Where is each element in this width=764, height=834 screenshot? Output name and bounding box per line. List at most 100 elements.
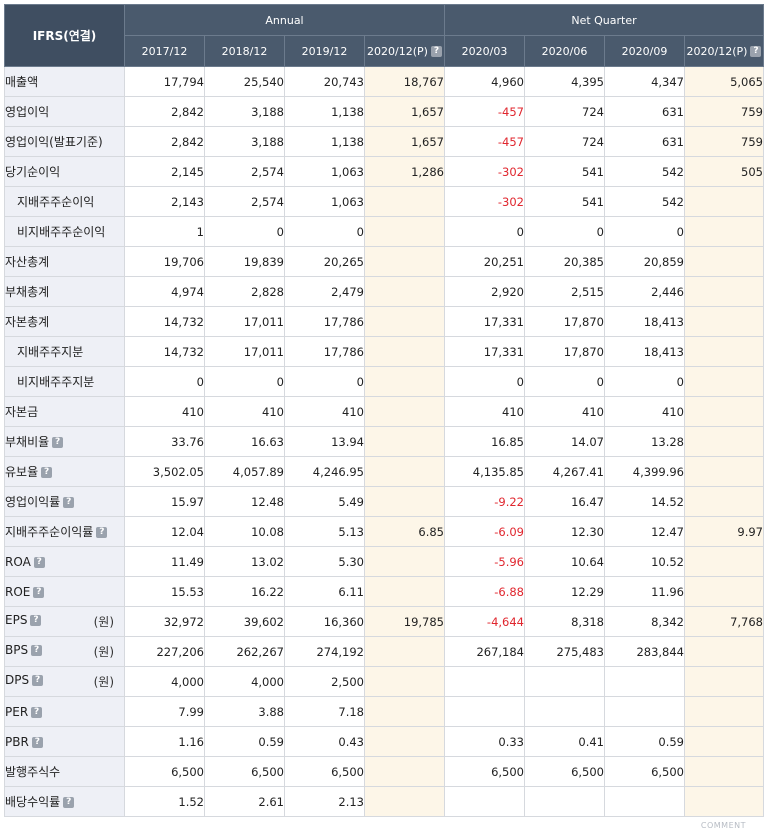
help-icon[interactable]: ? (33, 586, 45, 598)
row-label: 영업이익(발표기준) (5, 135, 103, 149)
value-cell: 39,602 (204, 606, 285, 637)
value-cell (684, 726, 764, 757)
value-cell (684, 336, 764, 367)
row-label-cell: 비지배주주순이익 (4, 216, 125, 247)
unit-label: (원) (93, 675, 114, 689)
value-cell: 10.08 (204, 516, 285, 547)
value-cell: 4,000 (204, 666, 285, 697)
row-label: DPS (5, 673, 30, 687)
row-label-cell: 지배주주순이익률? (4, 516, 125, 547)
value-cell (364, 546, 445, 577)
value-cell: 17,786 (284, 336, 365, 367)
value-cell: 18,413 (604, 306, 685, 337)
value-cell (364, 726, 445, 757)
row-label-cell: EPS? (원) (4, 606, 125, 637)
value-cell: 16.22 (204, 576, 285, 607)
row-label: 자산총계 (5, 255, 50, 269)
value-cell: 19,706 (124, 246, 205, 277)
row-label-cell: 유보율? (4, 456, 125, 487)
help-icon[interactable]: ? (52, 437, 64, 448)
row-label-cell: 자본총계 (4, 306, 125, 337)
value-cell (364, 786, 445, 817)
row-label: 지배주주순이익 (17, 195, 95, 209)
value-cell: 8,318 (524, 606, 605, 637)
value-cell: 541 (524, 156, 605, 187)
value-cell (364, 426, 445, 457)
table-row: 배당수익률? 1.52 2.61 2.13 (4, 786, 764, 817)
value-cell: 4,057.89 (204, 456, 285, 487)
value-cell: 25,540 (204, 66, 285, 97)
row-label: ROE (5, 584, 31, 599)
value-cell: 6.11 (284, 576, 365, 607)
period-header: 2017/12 (124, 35, 205, 67)
value-cell (364, 696, 445, 727)
value-cell: 542 (604, 186, 685, 217)
table-row: 영업이익률? 15.97 12.48 5.49 -9.22 16.47 14.52 (4, 486, 764, 517)
value-cell: 13.94 (284, 426, 365, 457)
help-icon[interactable]: ? (31, 736, 43, 748)
value-cell: 410 (444, 396, 525, 427)
help-icon[interactable]: ? (30, 615, 42, 626)
value-cell: 6,500 (204, 756, 285, 787)
row-label-cell: PER? (4, 696, 125, 727)
value-cell: 8,342 (604, 606, 685, 637)
value-cell: 0 (204, 216, 285, 247)
help-icon[interactable]: ? (32, 675, 44, 686)
value-cell (364, 336, 445, 367)
period-header: 2020/06 (524, 35, 605, 67)
value-cell: 7.18 (284, 696, 365, 727)
value-cell: 2,515 (524, 276, 605, 307)
table-row: EPS? (원) 32,972 39,602 16,360 19,785 -4,644 8,3… (4, 606, 764, 637)
value-cell: 2.61 (204, 786, 285, 817)
row-label-cell: 영업이익률? (4, 486, 125, 517)
value-cell (684, 456, 764, 487)
value-cell: 13.28 (604, 426, 685, 457)
value-cell (684, 396, 764, 427)
help-icon[interactable]: ? (63, 497, 75, 508)
value-cell: 2,500 (284, 666, 365, 697)
value-cell (364, 366, 445, 397)
help-icon[interactable]: ? (430, 46, 442, 57)
table-row: DPS? (원) 4,000 4,000 2,500 (4, 666, 764, 697)
value-cell: 0.59 (604, 726, 685, 757)
row-label: PBR (5, 734, 29, 749)
row-label-cell: 비지배주주지분 (4, 366, 125, 397)
value-cell: 20,265 (284, 246, 365, 277)
value-cell: -4,644 (444, 606, 525, 637)
row-label-cell: 부채비율? (4, 426, 125, 457)
value-cell: 17,870 (524, 306, 605, 337)
value-cell (684, 366, 764, 397)
comment-link[interactable]: COMMENT (700, 821, 746, 830)
value-cell (684, 666, 764, 697)
value-cell (684, 426, 764, 457)
value-cell (684, 486, 764, 517)
help-icon[interactable]: ? (750, 46, 762, 57)
value-cell: 542 (604, 156, 685, 187)
value-cell: 0 (124, 366, 205, 397)
value-cell: 724 (524, 96, 605, 127)
value-cell: 1,138 (284, 96, 365, 127)
help-icon[interactable]: ? (96, 527, 108, 538)
value-cell: 18,413 (604, 336, 685, 367)
value-cell: 3.88 (204, 696, 285, 727)
row-label: PER (5, 704, 29, 719)
row-label: 유보율 (5, 465, 39, 479)
row-label-cell: DPS? (원) (4, 666, 125, 697)
help-icon[interactable]: ? (31, 645, 43, 656)
value-cell: 2,842 (124, 96, 205, 127)
value-cell (524, 786, 605, 817)
help-icon[interactable]: ? (63, 797, 75, 808)
value-cell: 17,331 (444, 306, 525, 337)
help-icon[interactable]: ? (31, 706, 43, 718)
row-label: 배당수익률 (5, 795, 61, 809)
value-cell: 11.49 (124, 546, 205, 577)
row-label: 비지배주주순이익 (17, 225, 106, 239)
value-cell: -302 (444, 156, 525, 187)
help-icon[interactable]: ? (33, 556, 45, 568)
table-row: BPS? (원) 227,206 262,267 274,192 267,184 275,4… (4, 636, 764, 667)
row-label-cell: 영업이익(발표기준) (4, 126, 125, 157)
value-cell: 14.52 (604, 486, 685, 517)
value-cell: -6.88 (444, 576, 525, 607)
help-icon[interactable]: ? (41, 467, 53, 478)
